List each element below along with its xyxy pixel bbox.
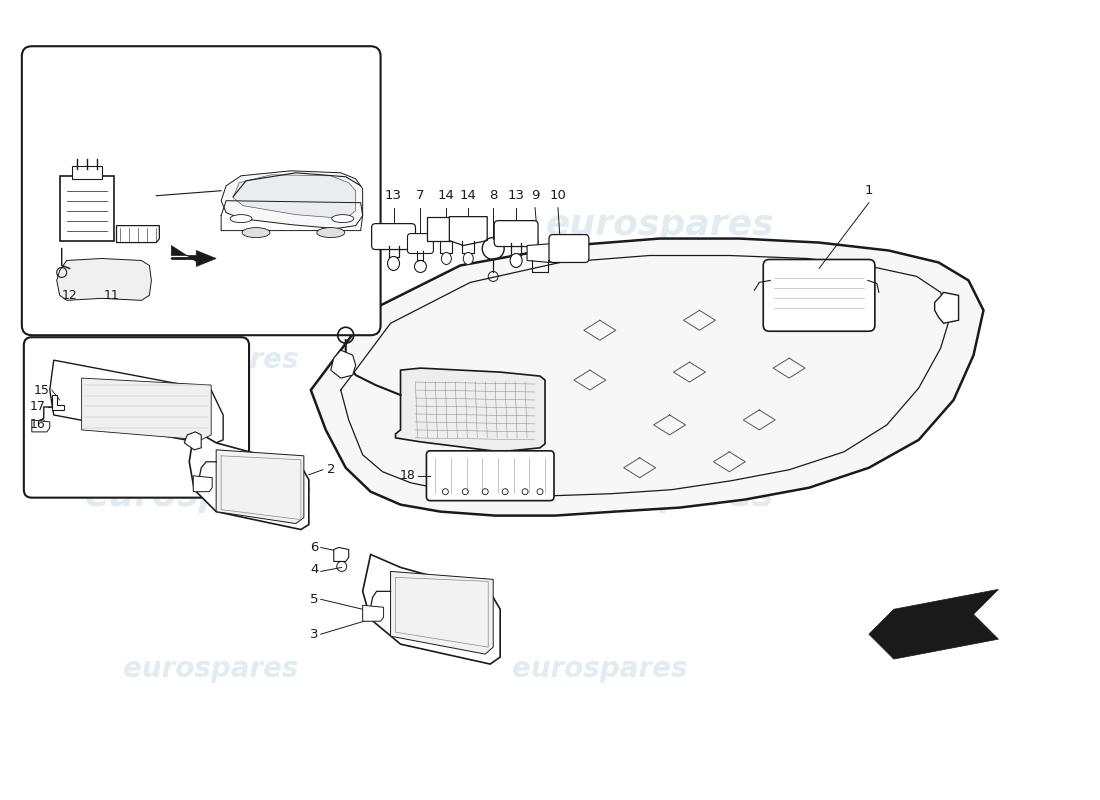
- Text: eurospares: eurospares: [123, 346, 299, 374]
- Text: 1: 1: [865, 184, 873, 198]
- FancyBboxPatch shape: [427, 451, 554, 501]
- Polygon shape: [50, 360, 223, 445]
- FancyBboxPatch shape: [22, 46, 381, 335]
- Polygon shape: [81, 378, 211, 440]
- Polygon shape: [390, 571, 493, 654]
- Ellipse shape: [242, 228, 270, 238]
- Polygon shape: [185, 432, 201, 450]
- Polygon shape: [221, 170, 363, 229]
- Text: 11: 11: [103, 289, 120, 302]
- Text: 18: 18: [399, 470, 416, 482]
- Text: eurospares: eurospares: [85, 208, 313, 242]
- Polygon shape: [32, 420, 50, 432]
- Text: 14: 14: [460, 190, 476, 202]
- Text: 4: 4: [310, 563, 319, 576]
- Text: eurospares: eurospares: [85, 478, 313, 513]
- Text: 2: 2: [327, 463, 336, 476]
- Text: 15: 15: [34, 383, 50, 397]
- Text: 3: 3: [310, 628, 319, 641]
- Polygon shape: [59, 176, 113, 241]
- Text: 14: 14: [438, 190, 454, 202]
- Polygon shape: [396, 368, 544, 452]
- Polygon shape: [311, 238, 983, 515]
- Ellipse shape: [463, 253, 473, 265]
- Text: 13: 13: [507, 190, 525, 202]
- Text: eurospares: eurospares: [513, 655, 688, 683]
- Ellipse shape: [332, 214, 354, 222]
- FancyBboxPatch shape: [494, 221, 538, 246]
- Polygon shape: [172, 246, 217, 266]
- FancyBboxPatch shape: [549, 234, 588, 262]
- Ellipse shape: [387, 257, 399, 270]
- Ellipse shape: [441, 253, 451, 265]
- Ellipse shape: [230, 214, 252, 222]
- Text: 17: 17: [30, 401, 46, 414]
- Polygon shape: [233, 174, 355, 218]
- Text: 5: 5: [310, 593, 319, 606]
- Text: 8: 8: [490, 190, 497, 202]
- Text: 12: 12: [62, 289, 77, 302]
- Text: 10: 10: [550, 190, 566, 202]
- FancyBboxPatch shape: [407, 234, 433, 254]
- Polygon shape: [935, 292, 958, 323]
- Polygon shape: [217, 450, 304, 523]
- Text: eurospares: eurospares: [546, 478, 774, 513]
- Text: 6: 6: [310, 541, 319, 554]
- Polygon shape: [450, 217, 487, 246]
- Text: 16: 16: [30, 418, 46, 431]
- Polygon shape: [117, 226, 160, 242]
- Ellipse shape: [510, 254, 522, 267]
- Polygon shape: [869, 590, 999, 659]
- Polygon shape: [428, 217, 465, 241]
- Polygon shape: [331, 350, 355, 378]
- FancyBboxPatch shape: [372, 224, 416, 250]
- Polygon shape: [52, 395, 64, 410]
- FancyBboxPatch shape: [24, 338, 249, 498]
- Text: eurospares: eurospares: [546, 208, 774, 242]
- Polygon shape: [363, 554, 500, 664]
- Polygon shape: [72, 166, 101, 178]
- Text: 7: 7: [416, 190, 425, 202]
- Polygon shape: [194, 476, 212, 492]
- Polygon shape: [527, 243, 553, 262]
- Text: 9: 9: [531, 190, 539, 202]
- Polygon shape: [363, 606, 384, 622]
- Polygon shape: [333, 547, 349, 562]
- Polygon shape: [57, 258, 152, 300]
- FancyBboxPatch shape: [763, 259, 875, 331]
- Text: 13: 13: [385, 190, 402, 202]
- Ellipse shape: [317, 228, 344, 238]
- Text: eurospares: eurospares: [123, 655, 299, 683]
- Polygon shape: [189, 430, 309, 530]
- Text: eurospares: eurospares: [513, 346, 688, 374]
